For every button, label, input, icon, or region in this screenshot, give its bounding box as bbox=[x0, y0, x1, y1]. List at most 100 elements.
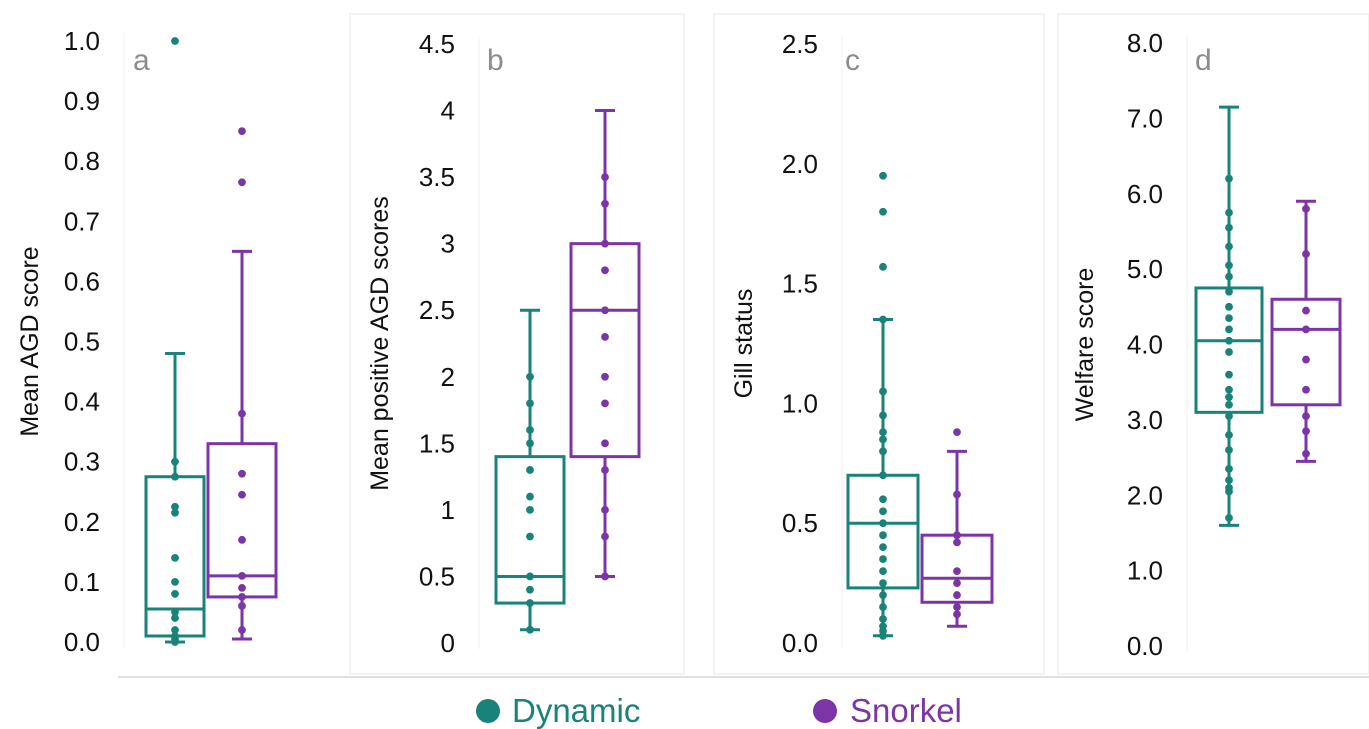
data-point bbox=[526, 625, 534, 634]
data-point bbox=[1302, 449, 1310, 458]
series-snorkel bbox=[569, 109, 641, 581]
data-point bbox=[238, 469, 246, 478]
y-tick-label: 0.5 bbox=[782, 508, 818, 538]
data-point bbox=[879, 171, 887, 180]
series-dynamic bbox=[846, 171, 920, 640]
box-iqr bbox=[1270, 297, 1342, 407]
y-tick-label: 7.0 bbox=[1127, 103, 1163, 133]
data-point bbox=[953, 538, 961, 547]
data-point bbox=[171, 578, 179, 586]
data-point bbox=[1302, 355, 1310, 364]
data-point bbox=[1225, 385, 1233, 394]
panel-c: 0.0 0.5 1.0 1.5 2.0 2.5 Gill status c bbox=[713, 13, 1045, 675]
data-point bbox=[953, 428, 961, 437]
data-point bbox=[1225, 370, 1233, 379]
y-tick-label: 3.0 bbox=[1127, 405, 1163, 435]
data-point bbox=[526, 439, 534, 448]
series-snorkel bbox=[206, 127, 278, 641]
data-point bbox=[879, 519, 887, 528]
data-point bbox=[1302, 306, 1310, 315]
data-point bbox=[238, 490, 246, 499]
data-point bbox=[601, 505, 609, 514]
data-point bbox=[1225, 348, 1233, 356]
data-point bbox=[238, 571, 246, 580]
y-tick-label: 3 bbox=[441, 229, 455, 259]
y-tick-label: 4 bbox=[441, 96, 455, 126]
y-axis-label: Gill status bbox=[730, 289, 758, 399]
y-tick-label: 2.0 bbox=[782, 149, 818, 179]
data-point bbox=[601, 372, 609, 381]
data-point bbox=[1225, 174, 1233, 183]
data-point bbox=[171, 508, 179, 517]
data-point bbox=[601, 332, 609, 341]
data-point bbox=[879, 411, 887, 420]
data-point bbox=[1225, 446, 1233, 454]
y-tick-label: 1 bbox=[441, 495, 455, 525]
panel-a: 0.0 0.1 0.2 0.3 0.4 0.5 0.6 0.7 0.8 0.9 1.0 Mean AG… bbox=[16, 26, 278, 657]
data-point bbox=[1302, 204, 1310, 213]
data-point bbox=[526, 399, 534, 408]
y-axis-label: Mean positive AGD scores bbox=[366, 196, 394, 491]
data-point bbox=[1225, 476, 1233, 485]
data-point bbox=[1225, 487, 1233, 496]
y-tick-label: 0.6 bbox=[64, 266, 100, 296]
data-point bbox=[879, 603, 887, 611]
data-point bbox=[238, 127, 246, 136]
series-dynamic bbox=[494, 308, 566, 634]
panel-letter: d bbox=[1195, 44, 1212, 77]
y-tick-label: 0.3 bbox=[64, 447, 100, 477]
data-point bbox=[526, 599, 534, 607]
data-point bbox=[601, 199, 609, 208]
y-tick-label: 1.5 bbox=[419, 428, 455, 458]
data-point bbox=[238, 584, 246, 592]
y-tick-label: 1.0 bbox=[64, 26, 100, 56]
panel-letter: c bbox=[845, 44, 860, 77]
y-tick-label: 0.8 bbox=[64, 146, 100, 176]
data-point bbox=[1302, 250, 1310, 258]
data-point bbox=[601, 173, 609, 182]
data-point bbox=[1225, 336, 1233, 345]
data-point bbox=[601, 399, 609, 408]
data-point bbox=[879, 579, 887, 587]
legend-marker-snorkel bbox=[813, 699, 837, 723]
data-point bbox=[1302, 325, 1310, 334]
y-tick-label: 1.5 bbox=[782, 269, 818, 299]
data-point bbox=[1225, 393, 1233, 402]
data-point bbox=[1225, 513, 1233, 522]
data-point bbox=[238, 178, 246, 187]
y-tick-label: 5.0 bbox=[1127, 254, 1163, 284]
data-point bbox=[601, 466, 609, 474]
panel-b: 0 0.5 1 1.5 2 2.5 3 3.5 4 4.5 Mean positive AGD sc… bbox=[349, 13, 685, 675]
data-point bbox=[879, 207, 887, 216]
y-tick-label: 2.0 bbox=[1127, 480, 1163, 510]
data-point bbox=[1225, 302, 1233, 311]
series-dynamic bbox=[144, 37, 206, 646]
y-tick-label: 1.0 bbox=[782, 388, 818, 418]
data-point bbox=[238, 409, 246, 418]
data-point bbox=[171, 614, 179, 622]
data-point bbox=[879, 495, 887, 504]
data-point bbox=[526, 372, 534, 381]
y-tick-label: 4.5 bbox=[419, 29, 455, 59]
data-point bbox=[526, 466, 534, 474]
data-point bbox=[171, 37, 179, 45]
legend-label-dynamic: Dynamic bbox=[512, 692, 640, 729]
legend: Dynamic Snorkel bbox=[476, 692, 962, 729]
data-point bbox=[879, 591, 887, 599]
data-point bbox=[601, 532, 609, 541]
data-point bbox=[238, 535, 246, 544]
data-point bbox=[1225, 208, 1233, 217]
y-axis-label: Welfare score bbox=[1071, 268, 1099, 422]
panel-letter: a bbox=[133, 44, 150, 77]
data-point bbox=[953, 567, 961, 576]
data-point bbox=[238, 626, 246, 634]
data-point bbox=[1225, 464, 1233, 473]
data-point bbox=[953, 610, 961, 619]
y-tick-label: 0 bbox=[441, 628, 455, 658]
data-point bbox=[879, 531, 887, 540]
data-point bbox=[1225, 412, 1233, 421]
series-snorkel bbox=[920, 428, 994, 628]
data-point bbox=[526, 532, 534, 541]
data-point bbox=[1302, 427, 1310, 436]
